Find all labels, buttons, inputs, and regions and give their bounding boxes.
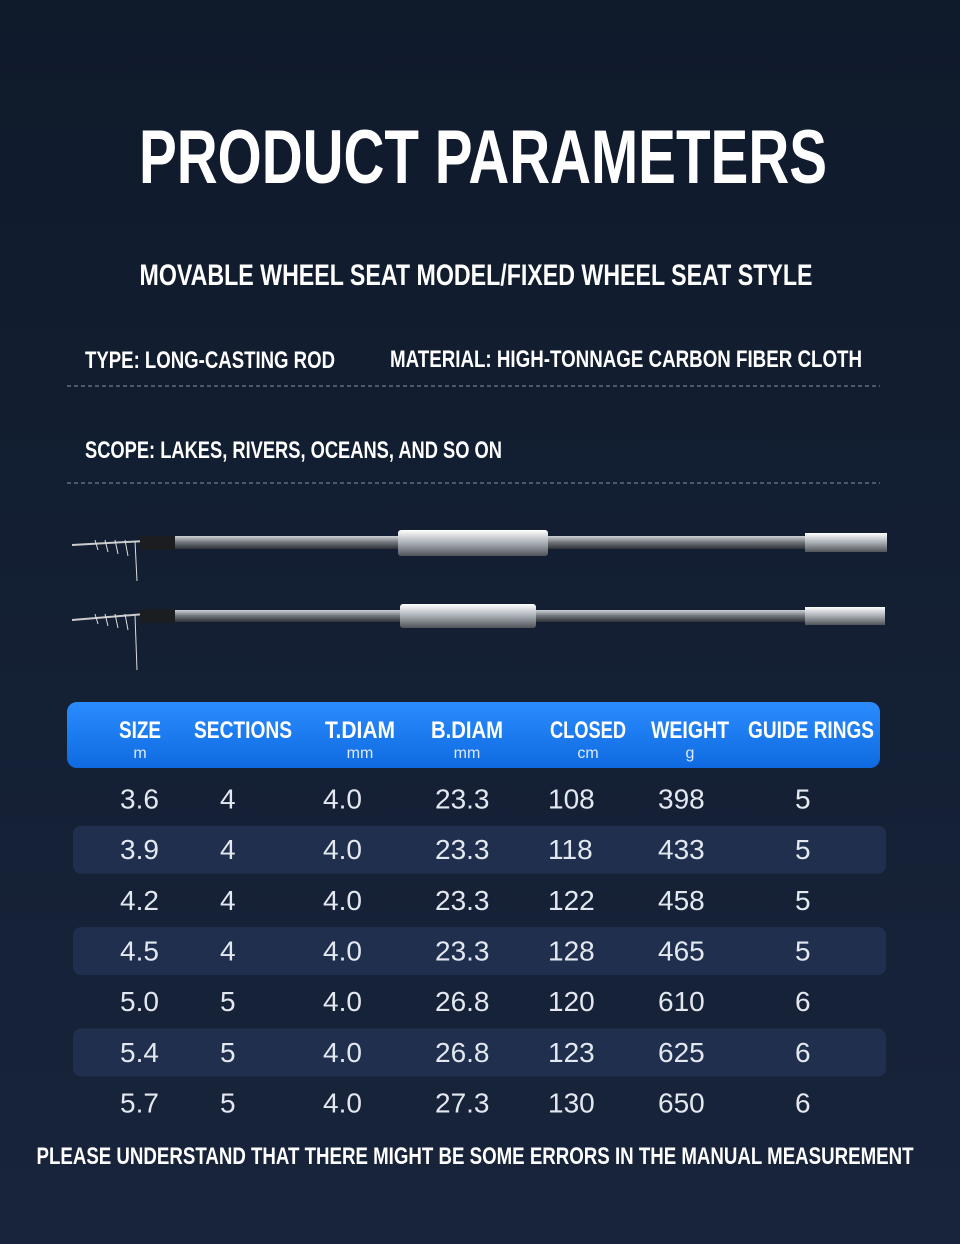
cell: 5 bbox=[220, 1088, 236, 1119]
cell: 4.0 bbox=[323, 935, 362, 966]
cell: 122 bbox=[548, 885, 595, 916]
cell: 5.4 bbox=[120, 1037, 159, 1068]
cell: 650 bbox=[658, 1088, 705, 1119]
cell: 4.0 bbox=[323, 1088, 362, 1119]
column-header: SIZE bbox=[119, 717, 161, 744]
cell: 4 bbox=[220, 834, 236, 865]
cell: 433 bbox=[658, 834, 705, 865]
cell: 130 bbox=[548, 1088, 595, 1119]
cell: 398 bbox=[658, 783, 705, 814]
cell: 465 bbox=[658, 935, 705, 966]
cell: 4.0 bbox=[323, 986, 362, 1017]
cell: 23.3 bbox=[435, 935, 490, 966]
cell: 4 bbox=[220, 783, 236, 814]
rod-image bbox=[71, 530, 887, 671]
cell: 4.0 bbox=[323, 1037, 362, 1068]
footer-note: PLEASE UNDERSTAND THAT THERE MIGHT BE SO… bbox=[37, 1143, 914, 1170]
cell: 5.7 bbox=[120, 1088, 159, 1119]
cell: 26.8 bbox=[435, 986, 490, 1017]
cell: 3.6 bbox=[120, 783, 159, 814]
cell: 625 bbox=[658, 1037, 705, 1068]
cell: 6 bbox=[795, 1088, 811, 1119]
spec-scope: SCOPE: LAKES, RIVERS, OCEANS, AND SO ON bbox=[85, 437, 502, 464]
cell: 458 bbox=[658, 885, 705, 916]
cell: 6 bbox=[795, 1037, 811, 1068]
column-header: SECTIONS bbox=[194, 717, 292, 744]
cell: 5 bbox=[795, 783, 811, 814]
row-stripe bbox=[73, 927, 886, 976]
cell: 4.0 bbox=[323, 885, 362, 916]
cell: 5 bbox=[795, 885, 811, 916]
cell: 23.3 bbox=[435, 783, 490, 814]
cell: 5.0 bbox=[120, 986, 159, 1017]
cell: 4 bbox=[220, 885, 236, 916]
cell: 4.2 bbox=[120, 885, 159, 916]
cell: 4 bbox=[220, 935, 236, 966]
column-header: CLOSED bbox=[550, 717, 626, 744]
cell: 5 bbox=[220, 986, 236, 1017]
cell: 6 bbox=[795, 986, 811, 1017]
column-unit: cm bbox=[577, 745, 598, 762]
cell: 27.3 bbox=[435, 1088, 490, 1119]
cell: 4.0 bbox=[323, 783, 362, 814]
cell: 5 bbox=[795, 834, 811, 865]
cell: 5 bbox=[220, 1037, 236, 1068]
cell: 3.9 bbox=[120, 834, 159, 865]
cell: 4.5 bbox=[120, 935, 159, 966]
cell: 123 bbox=[548, 1037, 595, 1068]
cell: 5 bbox=[795, 935, 811, 966]
column-unit: g bbox=[686, 745, 695, 762]
column-header: T.DIAM bbox=[325, 717, 395, 744]
cell: 4.0 bbox=[323, 834, 362, 865]
cell: 610 bbox=[658, 986, 705, 1017]
cell: 128 bbox=[548, 935, 595, 966]
row-stripe bbox=[73, 1028, 886, 1077]
column-header: GUIDE RINGS bbox=[748, 717, 874, 744]
cell: 23.3 bbox=[435, 885, 490, 916]
title: PRODUCT PARAMETERS bbox=[139, 115, 827, 200]
subtitle: MOVABLE WHEEL SEAT MODEL/FIXED WHEEL SEA… bbox=[140, 259, 813, 292]
spec-type: TYPE: LONG-CASTING ROD bbox=[85, 347, 335, 374]
cell: 108 bbox=[548, 783, 595, 814]
row-stripe bbox=[73, 825, 886, 874]
table-header bbox=[67, 702, 880, 768]
column-unit: m bbox=[133, 745, 146, 762]
column-unit: mm bbox=[454, 745, 481, 762]
column-unit: mm bbox=[347, 745, 374, 762]
cell: 26.8 bbox=[435, 1037, 490, 1068]
cell: 23.3 bbox=[435, 834, 490, 865]
column-header: B.DIAM bbox=[431, 717, 503, 744]
cell: 118 bbox=[548, 834, 593, 865]
column-header: WEIGHT bbox=[651, 717, 729, 744]
cell: 120 bbox=[548, 986, 595, 1017]
spec-material: MATERIAL: HIGH-TONNAGE CARBON FIBER CLOT… bbox=[390, 346, 862, 373]
